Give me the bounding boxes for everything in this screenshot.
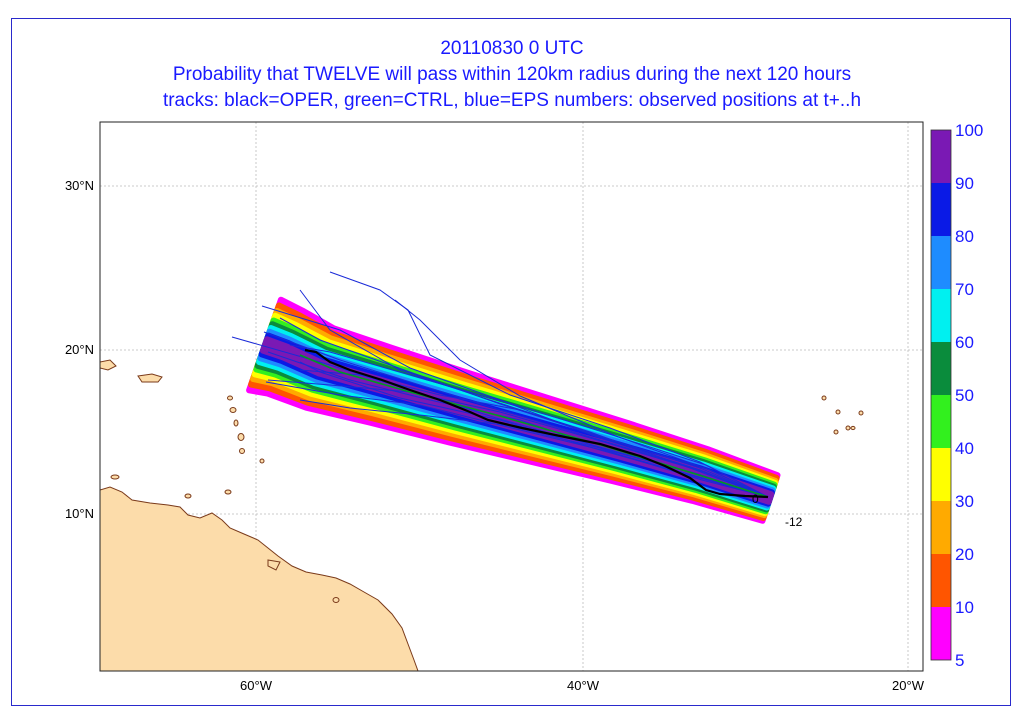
island-2 bbox=[229, 407, 237, 413]
observed-position-0: 0 bbox=[752, 492, 759, 506]
title-probability: Probability that TWELVE will pass within… bbox=[172, 64, 852, 85]
island-cape-verde-2 bbox=[835, 409, 841, 415]
island-trinidad bbox=[267, 559, 281, 571]
island-5 bbox=[239, 448, 245, 454]
eps-track bbox=[265, 381, 769, 498]
eps-track bbox=[279, 317, 769, 498]
island-delta bbox=[332, 597, 340, 603]
island-4 bbox=[237, 433, 245, 441]
south-america-land bbox=[100, 486, 419, 671]
lon-label-20w: 20°W bbox=[892, 678, 925, 693]
observed-position-minus12: -12 bbox=[785, 515, 803, 529]
legend-label-90: 90 bbox=[955, 174, 974, 193]
island-3 bbox=[233, 419, 239, 427]
title-date: 20110830 0 UTC bbox=[440, 38, 584, 59]
island-cape-verde-1 bbox=[821, 395, 827, 401]
legend-swatch-20-30 bbox=[931, 501, 951, 554]
legend-swatch-90-100 bbox=[931, 130, 951, 183]
legend-colorbar bbox=[930, 129, 952, 661]
legend-label-60: 60 bbox=[955, 333, 974, 352]
island-aruba bbox=[184, 493, 192, 499]
legend-label-100: 100 bbox=[955, 121, 983, 140]
island-hispaniola-east bbox=[137, 373, 163, 383]
legend-swatch-50-60 bbox=[931, 342, 951, 395]
legend-label-5: 5 bbox=[955, 651, 964, 670]
legend-swatch-5-10 bbox=[931, 607, 951, 660]
island-barbados bbox=[259, 458, 265, 464]
lat-label-20n: 20°N bbox=[65, 342, 94, 357]
legend-border bbox=[930, 129, 952, 661]
oper-track bbox=[304, 348, 769, 499]
island-cape-verde-6 bbox=[850, 425, 856, 431]
legend-label-70: 70 bbox=[955, 280, 974, 299]
lat-label-30n: 30°N bbox=[65, 178, 94, 193]
legend-label-10: 10 bbox=[955, 598, 974, 617]
legend-swatch-10-20 bbox=[931, 554, 951, 607]
island-1 bbox=[227, 395, 233, 401]
island-cape-verde-4 bbox=[833, 429, 839, 435]
lon-label-40w: 40°W bbox=[567, 678, 600, 693]
ctrl-track bbox=[299, 354, 769, 498]
eps-track bbox=[299, 361, 769, 498]
eps-tracks bbox=[231, 271, 769, 498]
legend-swatch-40-50 bbox=[931, 395, 951, 448]
lat-label-10n: 10°N bbox=[65, 506, 94, 521]
legend-label-50: 50 bbox=[955, 386, 974, 405]
legend-label-20: 20 bbox=[955, 545, 974, 564]
map-border bbox=[99, 121, 924, 672]
legend-swatch-80-90 bbox=[931, 183, 951, 236]
island-puerto-rico bbox=[100, 359, 117, 371]
legend-label-40: 40 bbox=[955, 439, 974, 458]
island-curacao bbox=[110, 474, 120, 480]
legend-swatch-60-70 bbox=[931, 289, 951, 342]
island-cape-verde-5 bbox=[845, 425, 851, 431]
legend-swatch-30-40 bbox=[931, 448, 951, 501]
legend-label-80: 80 bbox=[955, 227, 974, 246]
figure-frame bbox=[11, 18, 1011, 706]
caribbean-islands bbox=[100, 359, 864, 603]
island-cape-verde-3 bbox=[858, 410, 864, 416]
island-grenada bbox=[224, 489, 232, 495]
legend-label-30: 30 bbox=[955, 492, 974, 511]
eps-track bbox=[289, 344, 769, 498]
legend-swatch-70-80 bbox=[931, 236, 951, 289]
eps-track bbox=[267, 351, 769, 498]
lon-label-60w: 60°W bbox=[240, 678, 273, 693]
eps-track bbox=[329, 271, 769, 498]
legend-labels: 100 90 80 70 60 50 40 30 20 10 5 bbox=[955, 121, 983, 670]
title-tracks: tracks: black=OPER, green=CTRL, blue=EPS… bbox=[162, 90, 862, 111]
